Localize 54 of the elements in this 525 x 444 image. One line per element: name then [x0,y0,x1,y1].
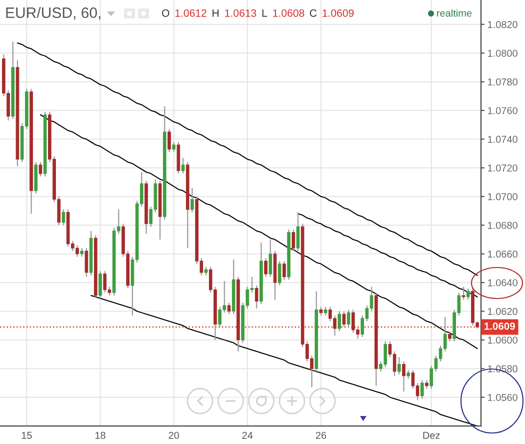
candlestick [227,302,231,315]
line-series [90,294,478,426]
y-tick-label: 1.0560 [488,394,518,402]
candlestick [98,270,102,299]
y-tick-label: 1.0800 [488,50,518,57]
x-tick-label: 18 [95,432,106,439]
line-series [16,42,478,276]
candlestick [190,187,194,213]
ref-line-label: 1.0609 [484,322,515,330]
candlestick [168,128,171,153]
candlestick [62,208,66,226]
x-tick-label: Dez [423,432,440,439]
y-tick-label: 1.0680 [488,222,518,229]
x-tick-label: 24 [242,432,253,439]
y-tick-label: 1.0700 [488,193,518,200]
y-tick-label: 1.0620 [488,308,518,315]
chart-title: EUR/USD, 60, [6,7,100,20]
candlestick [181,157,185,174]
y-tick-label: 1.0600 [488,336,518,344]
candlestick [462,286,466,300]
x-tick-label: 26 [316,432,326,439]
candlestick [292,228,296,252]
candlestick [397,356,401,375]
candlestick [278,260,282,286]
candlestick [38,162,42,177]
candlestick [402,360,406,392]
candlestick [282,260,286,280]
y-tick-label: 1.0740 [488,136,518,143]
y-tick-label: 1.0640 [488,279,518,286]
y-tick-label: 1.0720 [488,164,518,172]
candlestick [84,248,88,278]
x-tick-label: 15 [22,432,32,439]
line-series [297,213,478,298]
text: O 1.0612 H 1.0613 L 1.0608 C 1.0609 [162,9,354,17]
y-tick-label: 1.0820 [488,21,518,28]
line-series [40,114,478,350]
y-tick-label: 1.0760 [488,107,518,114]
annotation: realtime [437,9,472,17]
y-tick-label: 1.0780 [488,78,518,86]
candlestick [264,258,268,278]
candlestick [172,141,176,153]
candlestick [103,270,107,294]
y-tick-label: 1.0580 [488,365,518,372]
candlestick [296,212,300,252]
candlestick [254,284,258,309]
candlestick [448,330,452,342]
candlestick [346,309,350,328]
candlestick [268,238,272,278]
x-tick-label: 20 [168,432,179,439]
y-tick-label: 1.0660 [488,250,518,258]
candlestick [420,380,424,400]
candlestick [342,310,346,328]
candlestick [466,288,470,300]
candlestick [338,310,342,332]
